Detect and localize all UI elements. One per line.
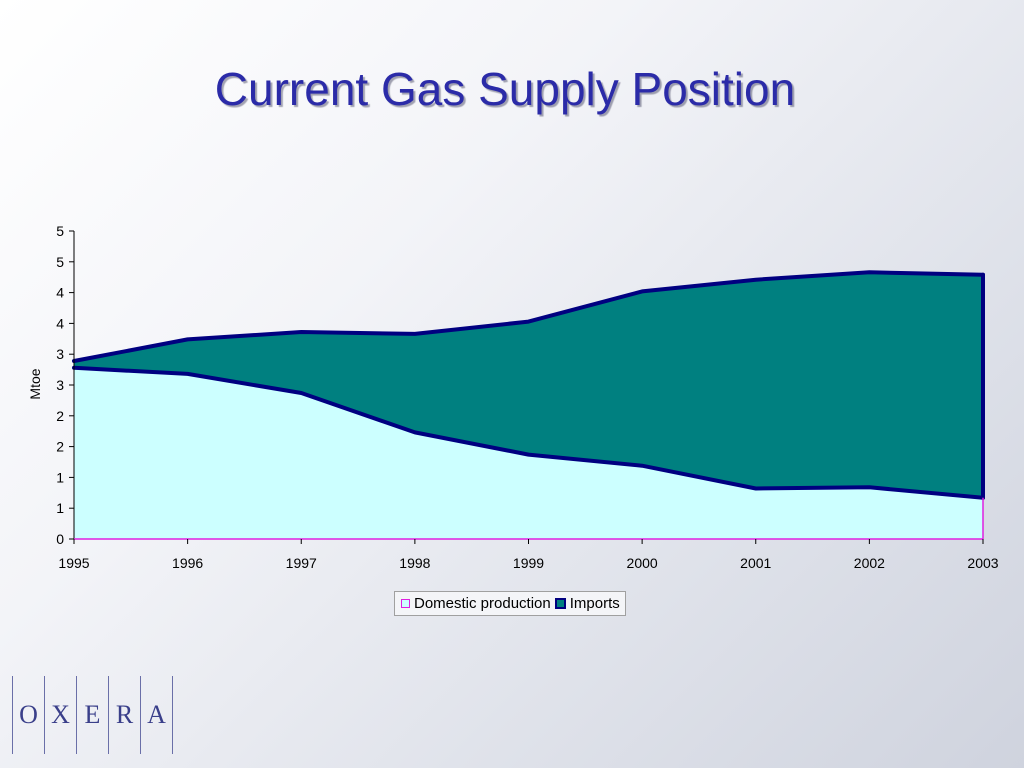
series-line-domestic-production bbox=[72, 365, 985, 500]
area-domestic-production bbox=[74, 367, 983, 539]
logo-letter-a: A bbox=[147, 700, 166, 729]
x-tick-label: 2001 bbox=[740, 555, 771, 571]
x-tick-label: 1998 bbox=[399, 555, 430, 571]
logo-letter-e: E bbox=[84, 700, 101, 729]
x-tick-label: 1996 bbox=[172, 555, 203, 571]
y-tick-label: 1 bbox=[56, 469, 64, 485]
y-tick-label: 2 bbox=[56, 408, 64, 424]
logo-divider bbox=[76, 676, 77, 754]
slide-title: Current Gas Supply Position bbox=[214, 63, 796, 115]
x-tick-label: 1997 bbox=[286, 555, 317, 571]
y-tick-label: 4 bbox=[56, 285, 64, 301]
legend-item-domestic: Domestic production bbox=[401, 595, 551, 612]
y-tick-label: 4 bbox=[56, 315, 64, 331]
logo-divider bbox=[140, 676, 141, 754]
logo-divider bbox=[44, 676, 45, 754]
logo-letter-x: X bbox=[51, 700, 70, 729]
x-tick-label: 1999 bbox=[513, 555, 544, 571]
y-tick-label: 3 bbox=[56, 346, 64, 362]
legend-swatch-imports bbox=[554, 598, 566, 609]
logo-divider bbox=[172, 676, 173, 754]
x-ticks: 1995 1996 1997 1998 1999 2000 2001 2002 2003 bbox=[58, 539, 999, 571]
legend-label-imports: Imports bbox=[569, 595, 620, 612]
plot-areas bbox=[74, 272, 983, 539]
legend-item-imports: Imports bbox=[554, 595, 620, 612]
logo-divider bbox=[12, 676, 13, 754]
x-tick-label: 2000 bbox=[627, 555, 658, 571]
y-tick-label: 2 bbox=[56, 439, 64, 455]
plot-outlines bbox=[72, 270, 985, 539]
series-line-imports bbox=[72, 270, 985, 363]
y-tick-label: 5 bbox=[56, 223, 64, 239]
chart-legend: Domestic production Imports bbox=[394, 591, 626, 616]
y-tick-label: 1 bbox=[56, 500, 64, 516]
x-tick-label: 1995 bbox=[58, 555, 89, 571]
logo-letter-o: O bbox=[19, 700, 38, 729]
area-imports bbox=[74, 272, 983, 498]
logo-letter-r: R bbox=[115, 700, 134, 729]
legend-label-domestic: Domestic production bbox=[414, 595, 551, 612]
y-ticks: 0 1 1 2 2 3 3 4 4 5 5 bbox=[56, 223, 74, 547]
y-tick-label: 5 bbox=[56, 254, 64, 270]
y-axis-title: Mtoe bbox=[27, 368, 43, 399]
y-tick-label: 0 bbox=[56, 531, 64, 547]
x-tick-label: 2003 bbox=[967, 555, 998, 571]
legend-swatch-domestic bbox=[401, 599, 410, 608]
logo-divider bbox=[108, 676, 109, 754]
oxera-logo: O X E R A bbox=[12, 676, 173, 754]
y-tick-label: 3 bbox=[56, 377, 64, 393]
x-tick-label: 2002 bbox=[854, 555, 885, 571]
